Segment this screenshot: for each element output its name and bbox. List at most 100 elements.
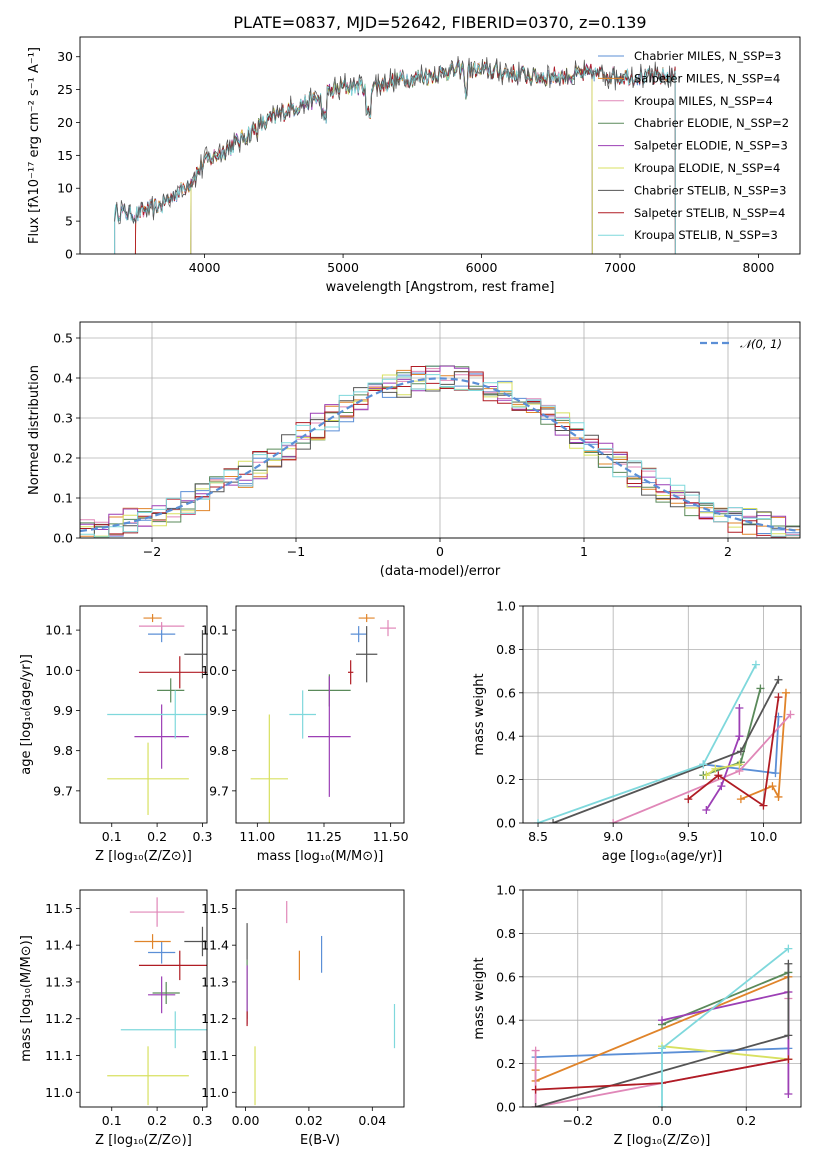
y-tick-label: 11.2 bbox=[201, 1011, 229, 1026]
weight-point-marker bbox=[784, 1089, 793, 1098]
weight-point-marker bbox=[658, 1016, 666, 1025]
y-axis-label: Normed distribution bbox=[27, 365, 42, 495]
x-axis-label: age [log₁₀(age/yr)] bbox=[602, 849, 723, 864]
weight-point-marker bbox=[784, 959, 793, 968]
weight-point-marker bbox=[609, 819, 618, 823]
age-Z-points bbox=[107, 614, 207, 815]
model-spectrum-line bbox=[114, 61, 676, 254]
weight-point-marker bbox=[784, 1055, 793, 1064]
x-tick-label: −0.2 bbox=[563, 1113, 593, 1128]
y-tick-label: 0.4 bbox=[496, 1013, 516, 1028]
x-tick-label: 9.0 bbox=[603, 829, 623, 844]
weight-point-marker bbox=[768, 782, 777, 791]
y-tick-label: 11.0 bbox=[201, 1085, 229, 1100]
weight-point-marker bbox=[714, 771, 723, 780]
histogram-plot bbox=[80, 365, 800, 538]
weight-point-marker bbox=[781, 688, 790, 697]
x-tick-label: 9.5 bbox=[678, 829, 698, 844]
normal-curve bbox=[80, 377, 800, 533]
weight-Z-lines bbox=[531, 944, 793, 1107]
weight-point-marker bbox=[771, 769, 780, 778]
y-axis-label: mass [log₁₀(M/M⊙)] bbox=[19, 935, 34, 1062]
weight-point-marker bbox=[702, 805, 711, 814]
age-Z-axes: 0.1 0.2 0.3 9.7 9.8 9.9 10.0 10.1 Z [log₁₀(Z/Z⊙)… bbox=[19, 623, 212, 864]
x-tick-label: 4000 bbox=[189, 260, 221, 275]
y-axis-label: mass weight bbox=[472, 673, 487, 755]
x-tick-label: 0 bbox=[436, 544, 444, 559]
spectrum-plot bbox=[114, 56, 676, 254]
x-tick-label: 0.02 bbox=[295, 1113, 323, 1128]
y-tick-label: 11.3 bbox=[45, 974, 73, 989]
y-tick-label: 9.8 bbox=[209, 743, 229, 758]
residuals-frame bbox=[79, 321, 801, 539]
y-tick-label: 10.0 bbox=[45, 663, 73, 678]
y-tick-label: 20 bbox=[57, 115, 73, 130]
spectrum-axes: 4000 5000 6000 7000 8000 0 5 10 15 20 25 30 waveleng… bbox=[27, 47, 774, 295]
x-tick-label: 8000 bbox=[743, 260, 775, 275]
x-tick-label: 0.1 bbox=[102, 1113, 122, 1128]
x-tick-label: 11.25 bbox=[306, 829, 342, 844]
weight-point-marker bbox=[736, 747, 745, 756]
weight-point-marker bbox=[711, 764, 720, 773]
y-tick-label: 0.6 bbox=[496, 969, 516, 984]
histogram-series bbox=[80, 374, 800, 538]
mass-EBV-frame bbox=[235, 889, 405, 1108]
weight-point-marker bbox=[549, 819, 558, 823]
y-axis-label: Flux [fλ10⁻¹⁷ erg cm⁻² s⁻¹ A⁻¹] bbox=[27, 47, 42, 244]
residuals-axes: −2 −1 0 1 2 0.0 0.1 0.2 0.3 0.4 0.5 (data-model)/er… bbox=[27, 322, 800, 579]
y-tick-label: 1.0 bbox=[496, 599, 516, 614]
weight-point-marker bbox=[717, 782, 726, 791]
y-tick-label: 9.8 bbox=[53, 743, 73, 758]
y-tick-label: 0.1 bbox=[53, 491, 73, 506]
y-tick-label: 11.5 bbox=[201, 901, 229, 916]
x-tick-label: 5000 bbox=[327, 260, 359, 275]
y-tick-label: 0.2 bbox=[496, 772, 516, 787]
weight-point-marker bbox=[786, 710, 795, 719]
legend-entry: Chabrier ELODIE, N_SSP=2 bbox=[634, 116, 789, 130]
model-spectrum-line bbox=[114, 60, 676, 254]
weight-series-line bbox=[740, 692, 787, 801]
weight-age-axes: 8.5 9.0 9.5 10.0 0.0 0.2 0.4 0.6 0.8 1.0 age [log₁… bbox=[472, 599, 801, 864]
spectrum-legend: Chabrier MILES, N_SSP=3 Salpeter MILES, N… bbox=[598, 49, 789, 242]
x-tick-label: 0.2 bbox=[147, 1113, 167, 1128]
y-tick-label: 0.4 bbox=[53, 371, 73, 386]
x-tick-label: 11.00 bbox=[239, 829, 275, 844]
legend-entry: Kroupa MILES, N_SSP=4 bbox=[634, 94, 773, 108]
weight-point-marker bbox=[774, 675, 783, 684]
x-tick-label: 0.00 bbox=[232, 1113, 260, 1128]
y-tick-label: 9.7 bbox=[53, 783, 73, 798]
y-tick-label: 0.6 bbox=[496, 685, 516, 700]
y-tick-label: 10.0 bbox=[201, 663, 229, 678]
x-axis-label: E(B-V) bbox=[300, 1133, 340, 1148]
weight-point-marker bbox=[736, 795, 745, 804]
y-tick-label: 0.4 bbox=[496, 729, 516, 744]
mass-EBV-axes: 0.00 0.02 0.04 11.0 11.1 11.2 11.3 11.4 11.5 E(B-… bbox=[201, 901, 386, 1148]
y-tick-label: 11.1 bbox=[201, 1048, 229, 1063]
mass-Z-frame bbox=[79, 889, 208, 1108]
x-axis-label: (data-model)/error bbox=[380, 564, 501, 579]
x-tick-label: 0.2 bbox=[736, 1113, 756, 1128]
y-tick-label: 0.8 bbox=[496, 926, 516, 941]
y-axis-label: age [log₁₀(age/yr)] bbox=[19, 654, 34, 775]
y-tick-label: 0.3 bbox=[53, 411, 73, 426]
y-tick-label: 5 bbox=[65, 214, 73, 229]
x-tick-label: 6000 bbox=[466, 260, 498, 275]
y-tick-label: 9.7 bbox=[209, 783, 229, 798]
figure-title: PLATE=0837, MJD=52642, FIBERID=0370, z=0… bbox=[233, 13, 646, 32]
legend-entry: Salpeter STELIB, N_SSP=4 bbox=[634, 206, 785, 220]
weight-point-marker bbox=[699, 760, 708, 769]
y-tick-label: 0.0 bbox=[496, 1100, 516, 1115]
weight-point-marker bbox=[684, 795, 693, 804]
y-tick-label: 15 bbox=[57, 148, 73, 163]
data-spectrum-line bbox=[114, 56, 676, 225]
y-tick-label: 10.1 bbox=[201, 623, 229, 638]
y-tick-label: 0.2 bbox=[496, 1056, 516, 1071]
x-tick-label: −1 bbox=[287, 544, 305, 559]
y-tick-label: 0.0 bbox=[496, 816, 516, 831]
y-tick-label: 11.4 bbox=[201, 938, 229, 953]
mass-Z-axes: 0.1 0.2 0.3 11.0 11.1 11.2 11.3 11.4 11.5 Z [log₁… bbox=[19, 901, 212, 1148]
x-axis-label: Z [log₁₀(Z/Z⊙)] bbox=[95, 849, 192, 864]
age-mass-frame bbox=[235, 605, 405, 824]
legend-entry: Salpeter ELODIE, N_SSP=3 bbox=[634, 139, 788, 153]
